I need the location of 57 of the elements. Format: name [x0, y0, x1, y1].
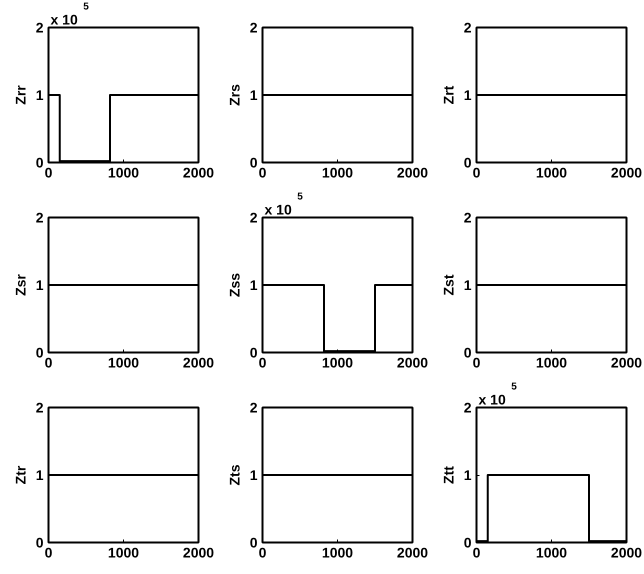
- x-tick-label: 2000: [396, 354, 428, 370]
- y-tick-label: 0: [250, 344, 258, 360]
- y-tick-label: 1: [464, 277, 472, 293]
- y-tick-label: 0: [464, 154, 472, 170]
- y-tick-label: 2: [464, 210, 472, 226]
- x-tick-label: 1000: [322, 544, 354, 560]
- y-tick-label: 1: [250, 277, 258, 293]
- y-tick-label: 0: [250, 534, 258, 550]
- y-tick-label: 1: [464, 87, 472, 103]
- y-tick-label: 0: [250, 154, 258, 170]
- y-axis-title: Zts: [226, 464, 243, 486]
- x-tick-label: 2000: [182, 164, 214, 180]
- y-tick-label: 1: [36, 277, 44, 293]
- y-tick-label: 2: [250, 400, 258, 416]
- y-tick-label: 1: [250, 87, 258, 103]
- x-tick-label: 1000: [108, 544, 140, 560]
- y-tick-label: 2: [36, 400, 44, 416]
- y-tick-label: 2: [250, 20, 258, 36]
- x-tick-label: 1000: [108, 164, 140, 180]
- y-tick-label: 1: [250, 467, 258, 483]
- text: x 105: [50, 2, 90, 28]
- x-tick-label: 1000: [536, 164, 568, 180]
- x-tick-label: 2000: [182, 544, 214, 560]
- y-axis-title: Zrr: [12, 84, 29, 105]
- x-tick-label: 2000: [610, 164, 642, 180]
- y-tick-label: 0: [36, 154, 44, 170]
- y-axis-title: Ztt: [440, 466, 457, 484]
- y-axis-title: Zrt: [440, 85, 457, 104]
- y-tick-label: 2: [36, 210, 44, 226]
- x-tick-label: 2000: [396, 544, 428, 560]
- x-tick-label: 1000: [322, 354, 354, 370]
- annotation: x 105: [478, 382, 518, 408]
- y-tick-label: 1: [36, 87, 44, 103]
- y-axis-title: Zss: [226, 272, 243, 298]
- x-tick-label: 2000: [182, 354, 214, 370]
- x-tick-label: 2000: [396, 164, 428, 180]
- y-tick-label: 1: [36, 467, 44, 483]
- y-tick-label: 1: [464, 467, 472, 483]
- y-axis-title: Zst: [440, 274, 457, 296]
- y-tick-label: 2: [250, 210, 258, 226]
- y-tick-label: 2: [464, 20, 472, 36]
- y-axis-title: Ztr: [12, 465, 29, 484]
- x-tick-label: 1000: [322, 164, 354, 180]
- x-tick-label: 1000: [536, 544, 568, 560]
- y-tick-label: 2: [464, 400, 472, 416]
- x-tick-label: 1000: [536, 354, 568, 370]
- annotation: x 105: [264, 192, 304, 218]
- y-tick-label: 0: [36, 344, 44, 360]
- y-axis-title: Zrs: [226, 84, 243, 106]
- x-tick-label: 1000: [108, 354, 140, 370]
- x-tick-label: 2000: [610, 354, 642, 370]
- y-axis-title: Zsr: [12, 274, 29, 296]
- x-tick-label: 2000: [610, 544, 642, 560]
- y-tick-label: 0: [464, 344, 472, 360]
- y-tick-label: 0: [36, 534, 44, 550]
- y-tick-label: 2: [36, 20, 44, 36]
- y-tick-label: 0: [464, 534, 472, 550]
